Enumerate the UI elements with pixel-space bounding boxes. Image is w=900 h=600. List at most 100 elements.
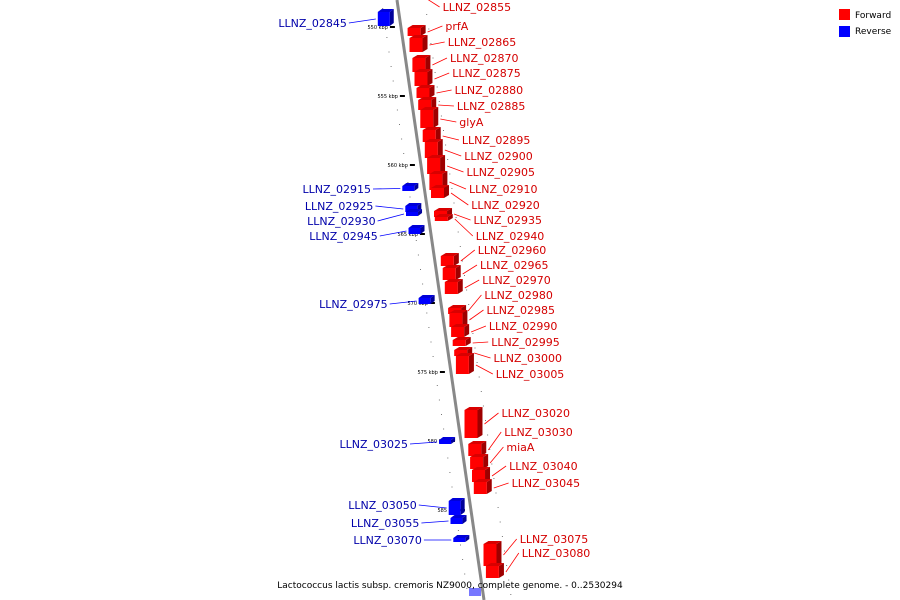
forward-gene[interactable]: LLNZ_03080 [485, 547, 591, 578]
forward-gene-label[interactable]: LLNZ_02965 [480, 259, 549, 272]
gene-leader-line [475, 364, 493, 375]
forward-gene[interactable]: LLNZ_02940 [434, 214, 545, 243]
forward-gene-label[interactable]: LLNZ_02900 [464, 150, 533, 163]
forward-gene-label[interactable]: LLNZ_02995 [491, 336, 560, 349]
reverse-gene-label[interactable]: LLNZ_02845 [278, 17, 347, 30]
forward-gene-label[interactable]: LLNZ_02875 [452, 67, 521, 80]
forward-gene-label[interactable]: LLNZ_03030 [504, 426, 573, 439]
forward-gene[interactable]: LLNZ_02880 [416, 84, 523, 98]
forward-gene-label[interactable]: LLNZ_02935 [474, 214, 543, 227]
forward-gene-label[interactable]: LLNZ_02980 [484, 289, 553, 302]
reverse-gene-label[interactable]: LLNZ_03055 [351, 517, 420, 530]
forward-gene[interactable]: miaA [470, 441, 535, 469]
forward-gene-label[interactable]: LLNZ_02905 [467, 166, 536, 179]
guide-dot [441, 414, 442, 415]
forward-gene[interactable]: LLNZ_03030 [468, 426, 573, 456]
forward-gene-label[interactable]: glyA [459, 116, 484, 129]
forward-gene-label[interactable]: LLNZ_02940 [476, 230, 545, 243]
forward-gene-label[interactable]: LLNZ_03040 [509, 460, 578, 473]
forward-gene-label[interactable]: miaA [506, 441, 535, 454]
reverse-gene-label[interactable]: LLNZ_03050 [348, 499, 417, 512]
gene-arrow-top [406, 209, 423, 212]
forward-gene[interactable]: prfA [407, 20, 469, 36]
guide-dot [480, 391, 482, 392]
reverse-gene[interactable]: LLNZ_02845 [278, 9, 394, 30]
gene-arrow-side [443, 185, 449, 198]
forward-gene-label[interactable]: LLNZ_03075 [520, 533, 589, 546]
forward-gene[interactable]: LLNZ_02905 [427, 155, 535, 179]
gene-arrow-top [442, 265, 461, 268]
gene-leader-line [432, 57, 448, 66]
forward-gene-label[interactable]: LLNZ_02870 [450, 52, 519, 65]
gene-arrow-body [416, 88, 430, 98]
forward-gene[interactable]: LLNZ_02935 [434, 208, 542, 227]
reverse-gene-label[interactable]: LLNZ_02925 [305, 200, 374, 213]
forward-gene[interactable]: LLNZ_02965 [442, 259, 549, 280]
gene-leader-line [442, 135, 459, 141]
forward-gene-label[interactable]: LLNZ_03020 [502, 407, 571, 420]
reverse-gene[interactable]: LLNZ_03025 [339, 437, 456, 451]
reverse-gene[interactable]: LLNZ_03055 [351, 515, 467, 530]
forward-gene-label[interactable]: LLNZ_03005 [496, 368, 565, 381]
tick-label: 580 kbp [428, 439, 448, 445]
guide-dot [405, 167, 407, 169]
forward-gene-label[interactable]: LLNZ_02970 [482, 274, 551, 287]
forward-gene-label[interactable]: LLNZ_02920 [471, 199, 540, 212]
forward-gene-label[interactable]: LLNZ_02865 [448, 36, 517, 49]
reverse-gene[interactable]: LLNZ_02930 [307, 209, 423, 228]
forward-gene[interactable]: glyA [420, 107, 484, 129]
reverse-gene[interactable]: LLNZ_02925 [305, 200, 422, 213]
reverse-gene-label[interactable]: LLNZ_03025 [339, 438, 408, 451]
forward-gene-label[interactable]: LLNZ_02880 [455, 84, 524, 97]
forward-gene[interactable]: LLNZ_02970 [444, 274, 551, 294]
forward-gene-label[interactable]: LLNZ_02885 [457, 100, 526, 113]
guide-dot [449, 173, 451, 175]
forward-gene-label[interactable]: LLNZ_03080 [522, 547, 591, 560]
forward-gene[interactable]: LLNZ_02885 [418, 97, 525, 113]
reverse-gene-label[interactable]: LLNZ_03070 [353, 534, 422, 547]
forward-gene[interactable]: LLNZ_02995 [452, 336, 560, 349]
forward-gene-label[interactable]: LLNZ_02960 [478, 244, 547, 257]
forward-gene[interactable]: LLNZ_02870 [412, 52, 519, 72]
reverse-gene[interactable]: LLNZ_03070 [353, 534, 470, 547]
forward-gene-label[interactable]: LLNZ_02990 [489, 320, 558, 333]
forward-gene-label[interactable]: LLNZ_02985 [487, 304, 556, 317]
gene-arrow-side [447, 214, 453, 221]
forward-gene[interactable]: LLNZ_02920 [430, 185, 540, 212]
forward-gene-label[interactable]: LLNZ_02855 [443, 1, 512, 14]
forward-gene[interactable]: LLNZ_03045 [473, 477, 581, 494]
gene-arrow-top [485, 563, 504, 566]
forward-gene[interactable]: LLNZ_03020 [464, 407, 570, 438]
forward-gene[interactable]: LLNZ_02855 [402, 0, 511, 14]
forward-gene[interactable]: LLNZ_02985 [449, 304, 555, 327]
forward-gene[interactable]: LLNZ_02900 [424, 139, 533, 163]
forward-gene[interactable]: LLNZ_03005 [455, 353, 565, 381]
forward-gene[interactable]: LLNZ_02865 [409, 35, 517, 52]
reverse-gene[interactable]: LLNZ_02915 [302, 183, 419, 196]
guide-dot [457, 231, 459, 233]
reverse-gene-label[interactable]: LLNZ_02930 [307, 215, 376, 228]
reverse-gene-label[interactable]: LLNZ_02975 [319, 298, 388, 311]
reverse-gene[interactable]: LLNZ_02945 [309, 225, 425, 243]
reverse-gene[interactable]: LLNZ_02975 [319, 295, 435, 311]
gene-arrow-body [424, 142, 438, 158]
forward-gene-label[interactable]: LLNZ_02910 [469, 183, 538, 196]
gene-arrow-top [473, 479, 492, 482]
forward-gene[interactable]: LLNZ_02960 [440, 244, 547, 266]
guide-dot [501, 536, 503, 537]
forward-gene-label[interactable]: LLNZ_02895 [462, 134, 531, 147]
tick-label: 585 kbp [438, 508, 458, 514]
forward-gene-label[interactable]: LLNZ_03000 [494, 352, 563, 365]
forward-gene-label[interactable]: prfA [445, 20, 468, 33]
reverse-gene-label[interactable]: LLNZ_02915 [302, 183, 371, 196]
forward-gene[interactable]: LLNZ_02895 [422, 127, 531, 147]
gene-arrow-side [431, 97, 437, 110]
reverse-gene[interactable]: LLNZ_03050 [348, 498, 465, 515]
forward-gene[interactable]: LLNZ_02990 [451, 320, 557, 337]
forward-gene[interactable]: LLNZ_03000 [454, 347, 562, 365]
gene-arrow-side [485, 467, 491, 482]
reverse-gene-label[interactable]: LLNZ_02945 [309, 230, 378, 243]
forward-gene[interactable]: LLNZ_02875 [414, 67, 521, 86]
forward-gene-label[interactable]: LLNZ_03045 [512, 477, 581, 490]
forward-gene[interactable]: LLNZ_03075 [483, 533, 588, 566]
